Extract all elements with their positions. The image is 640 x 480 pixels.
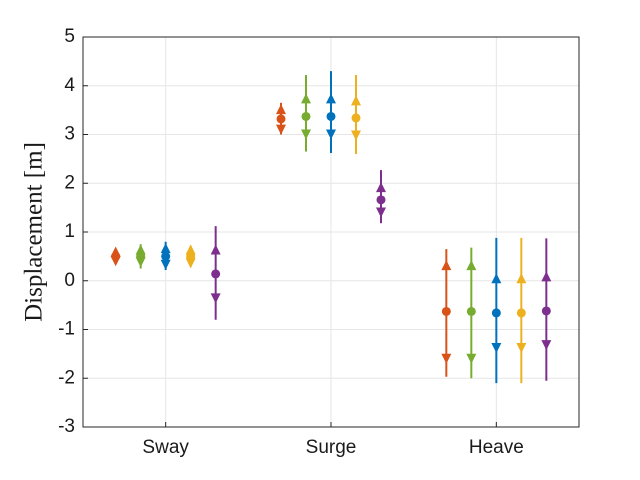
- mean-marker: [541, 306, 551, 316]
- x-tick-label: Sway: [142, 437, 189, 458]
- y-tick-label: 3: [64, 124, 75, 145]
- lower-marker: [466, 353, 477, 364]
- mean-marker: [301, 111, 311, 121]
- upper-marker: [276, 104, 286, 115]
- lower-marker: [326, 129, 336, 140]
- mean-marker: [326, 111, 336, 121]
- mean-marker: [186, 251, 196, 261]
- upper-marker: [376, 182, 386, 193]
- lower-marker: [185, 258, 196, 269]
- lower-marker: [441, 353, 452, 364]
- upper-marker: [351, 95, 361, 106]
- upper-marker: [135, 244, 146, 255]
- lower-marker: [301, 129, 311, 140]
- mean-marker: [211, 269, 221, 279]
- upper-marker: [160, 243, 171, 254]
- y-tick-label: -2: [58, 367, 75, 388]
- mean-marker: [161, 251, 171, 261]
- upper-marker: [466, 260, 477, 271]
- x-tick-label: Surge: [306, 437, 357, 458]
- y-tick-label: 5: [64, 26, 75, 47]
- lower-marker: [276, 124, 286, 135]
- lower-marker: [376, 207, 386, 218]
- y-tick-label: 2: [64, 172, 75, 193]
- lower-marker: [160, 259, 171, 270]
- lower-marker: [210, 293, 221, 304]
- lower-marker: [491, 343, 502, 354]
- upper-marker: [210, 244, 221, 255]
- x-tick-label: Heave: [469, 437, 524, 458]
- mean-marker: [136, 251, 146, 261]
- lower-marker: [351, 130, 361, 141]
- mean-marker: [276, 114, 286, 124]
- upper-marker: [541, 271, 552, 282]
- mean-marker: [466, 306, 476, 316]
- y-tick-label: 4: [64, 75, 75, 96]
- y-tick-label: 1: [64, 221, 75, 242]
- upper-marker: [441, 260, 452, 271]
- mean-marker: [111, 251, 121, 261]
- plot-frame: [82, 36, 580, 428]
- mean-marker: [441, 306, 451, 316]
- upper-marker: [185, 244, 196, 255]
- upper-marker: [491, 273, 502, 284]
- upper-marker: [516, 273, 527, 284]
- y-tick-label: -1: [58, 319, 75, 340]
- y-tick-label: -3: [58, 416, 75, 437]
- y-axis-label: Displacement [m]: [21, 142, 48, 322]
- mean-marker: [516, 308, 526, 318]
- mean-marker: [376, 195, 386, 205]
- lower-marker: [516, 343, 527, 354]
- lower-marker: [541, 340, 552, 351]
- y-tick-label: 0: [64, 270, 75, 291]
- mean-marker: [351, 113, 361, 123]
- upper-marker: [326, 93, 336, 104]
- upper-marker: [301, 93, 311, 104]
- mean-marker: [491, 308, 501, 318]
